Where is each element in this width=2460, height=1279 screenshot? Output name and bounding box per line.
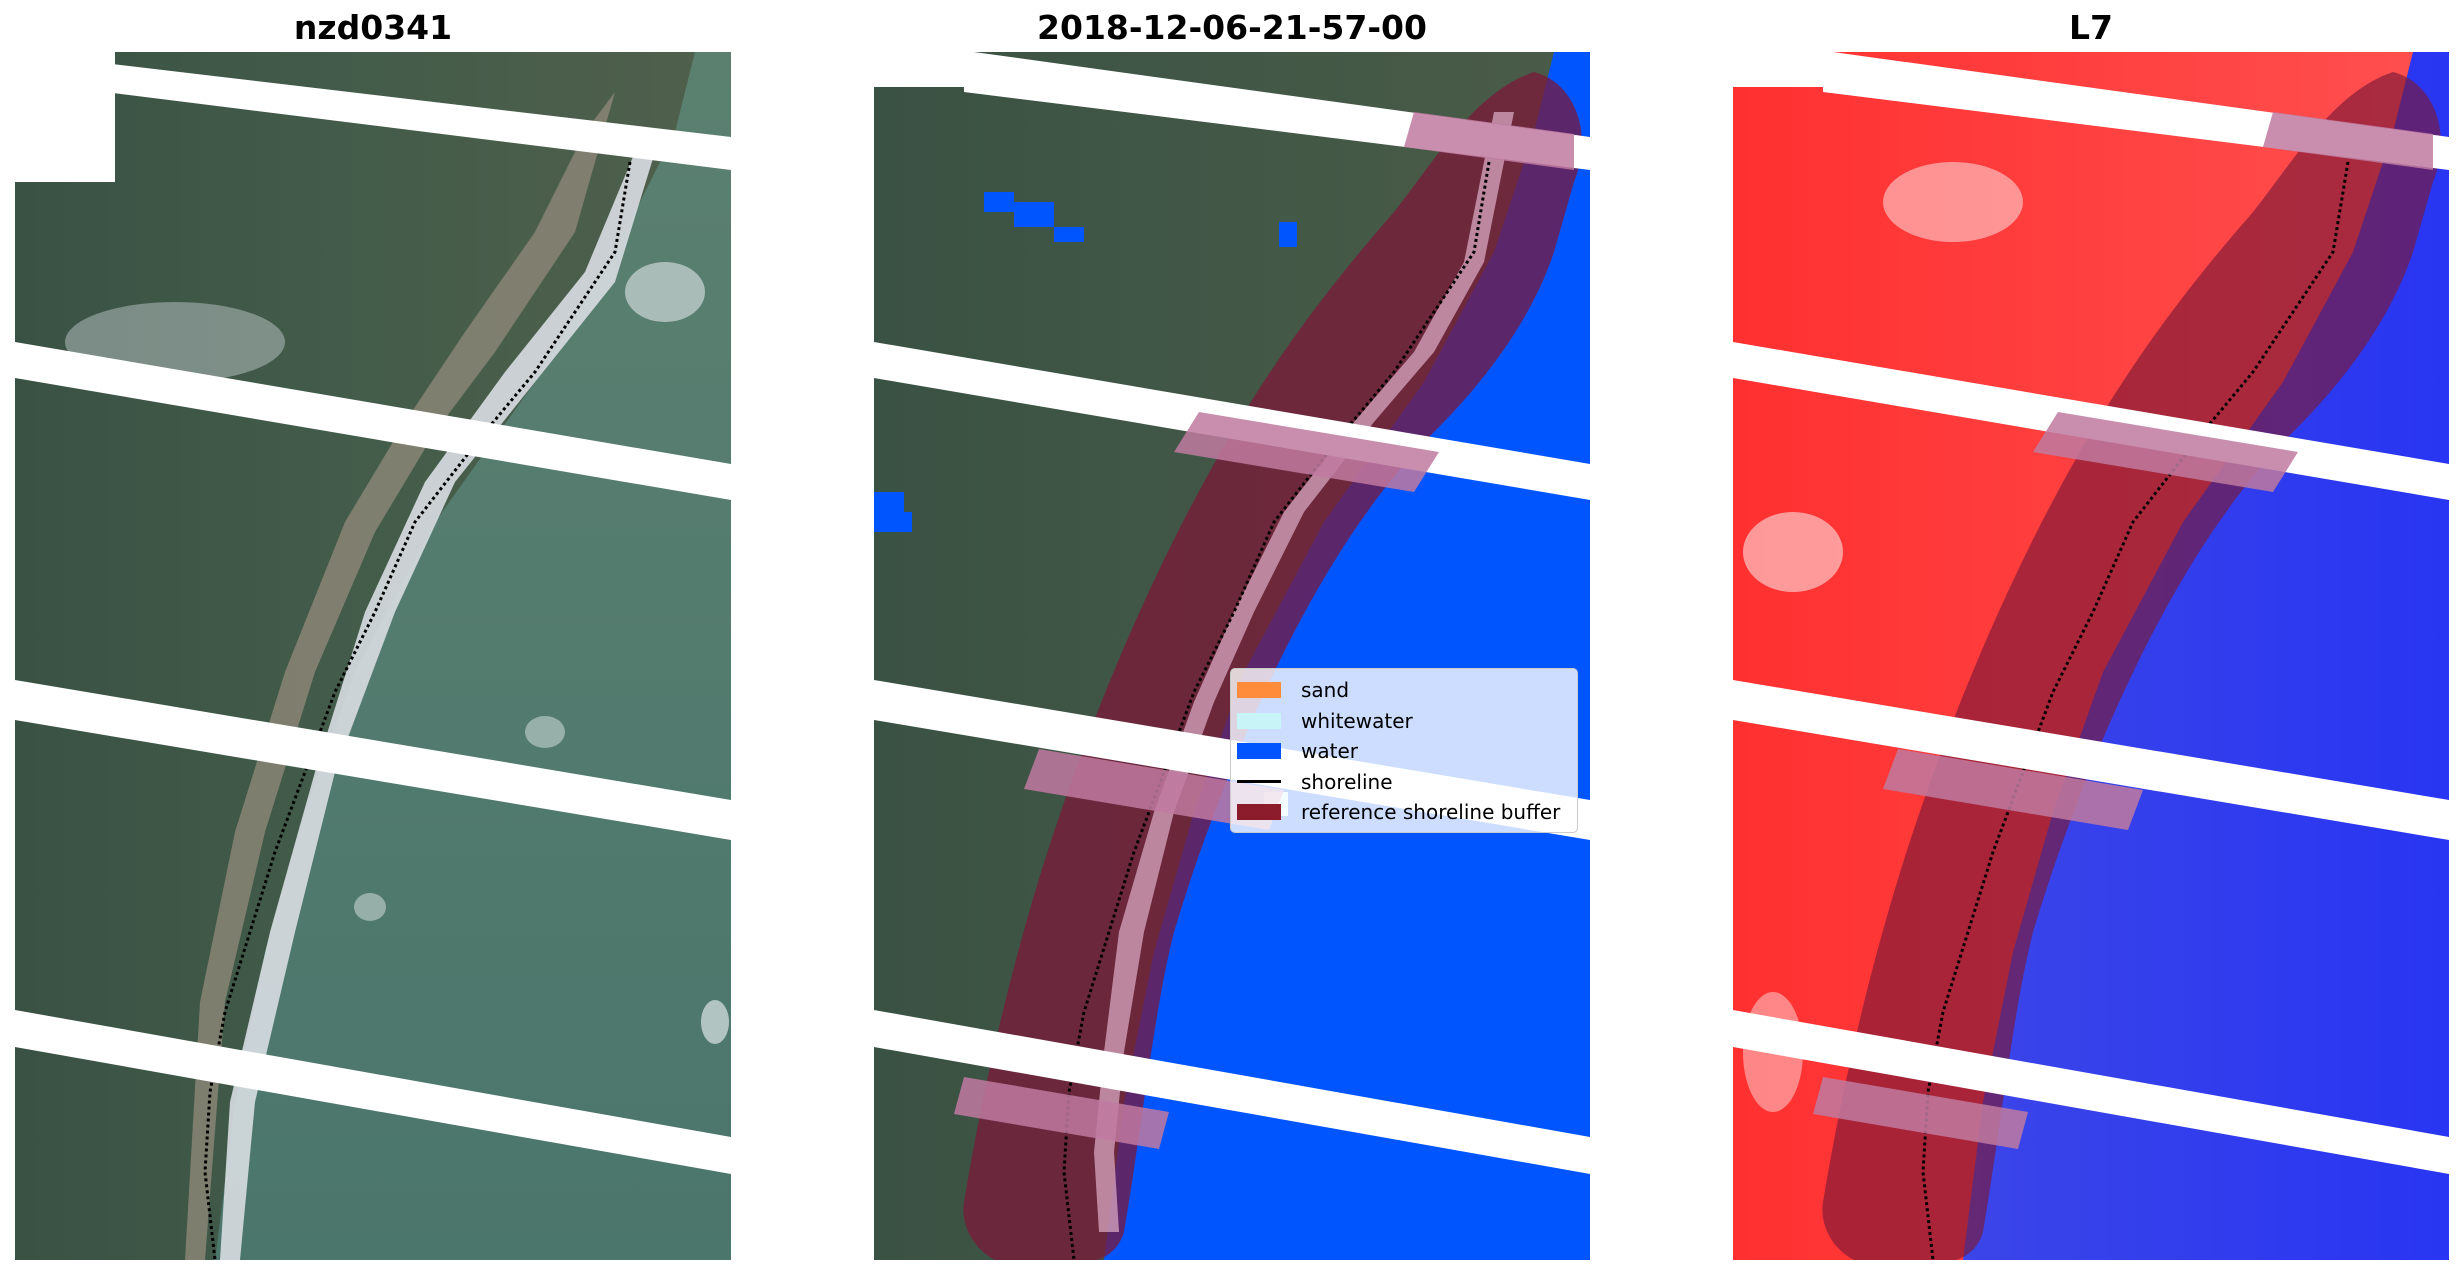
legend-item-shoreline: shoreline xyxy=(1237,767,1571,798)
legend-item-sand: sand xyxy=(1237,675,1571,706)
legend-item-buffer: reference shoreline buffer xyxy=(1237,797,1571,828)
scanline-gap xyxy=(15,52,115,182)
legend-line-shoreline xyxy=(1237,780,1281,784)
panel-title-rgb: nzd0341 xyxy=(293,8,453,47)
legend-swatch-sand xyxy=(1237,682,1281,699)
legend-label: sand xyxy=(1301,678,1350,703)
scanline-gap xyxy=(15,52,731,170)
panel-title-classified: 2018-12-06-21-57-00 xyxy=(1037,8,1427,47)
scanline-gap xyxy=(15,680,731,840)
legend-item-whitewater: whitewater xyxy=(1237,706,1571,737)
legend-label: shoreline xyxy=(1301,769,1393,794)
legend-swatch-buffer xyxy=(1237,804,1281,821)
classified-image xyxy=(874,52,1590,1260)
index-image-panel xyxy=(1733,52,2449,1260)
scanline-gap xyxy=(15,342,731,500)
legend-label: whitewater xyxy=(1301,708,1413,733)
legend-label: water xyxy=(1301,739,1358,764)
legend-swatch-whitewater xyxy=(1237,712,1281,729)
scanline-gap xyxy=(15,1010,731,1174)
rgb-satellite-image xyxy=(15,52,731,1260)
classified-image-panel xyxy=(874,52,1590,1260)
legend-swatch-water xyxy=(1237,743,1281,760)
panel-title-index: L7 xyxy=(2069,8,2113,47)
index-image xyxy=(1733,52,2449,1260)
rgb-image-panel xyxy=(15,52,731,1260)
legend-item-water: water xyxy=(1237,736,1571,767)
legend: sand whitewater water shoreline referenc… xyxy=(1230,668,1578,833)
legend-label: reference shoreline buffer xyxy=(1301,800,1561,825)
